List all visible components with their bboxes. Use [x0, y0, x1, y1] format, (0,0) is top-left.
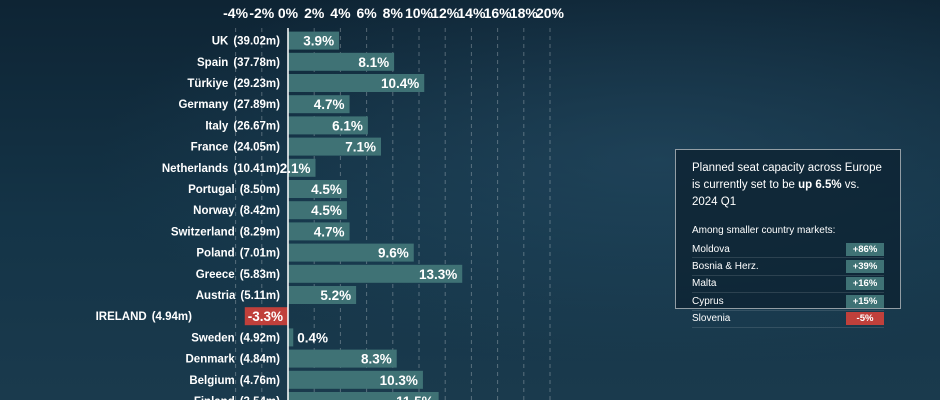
x-tick-label: 18%	[510, 5, 539, 21]
value-label: 0.4%	[297, 330, 328, 345]
small-market-row: Cyprus +15%	[692, 293, 884, 311]
category-label: Belgium (4.76m)	[189, 375, 280, 387]
small-market-row: Slovenia -5%	[692, 311, 884, 328]
x-tick-label: 2%	[304, 5, 325, 21]
category-label: Spain (37.78m)	[197, 57, 280, 69]
bar	[288, 243, 414, 262]
x-tick-label: 6%	[356, 5, 377, 21]
category-label: Austria (5.11m)	[196, 290, 280, 302]
bar	[288, 74, 425, 92]
value-label: 3.9%	[303, 34, 334, 49]
small-market-country: Moldova	[692, 243, 730, 255]
small-market-row: Bosnia & Herz. +39%	[692, 258, 884, 276]
category-label: IRELAND (4.94m)	[96, 311, 193, 323]
small-markets-list: Moldova +86% Bosnia & Herz. +39% Malta +16% Cy…	[692, 241, 884, 328]
bar	[288, 158, 316, 177]
x-tick-label: 12%	[431, 5, 460, 21]
x-tick-label: -2%	[249, 5, 274, 21]
small-market-row: Malta +16%	[692, 276, 884, 294]
value-label: 8.3%	[361, 352, 392, 367]
value-label: 10.4%	[381, 76, 419, 91]
info-headline-prefix: Planned seat capacity across Europe is c…	[692, 162, 882, 191]
category-label: Norway (8.42m)	[193, 205, 280, 217]
x-tick-label: 4%	[330, 5, 351, 21]
value-label: 9.6%	[378, 246, 409, 261]
x-tick-label: 16%	[484, 5, 513, 21]
category-label: Türkiye (29.23m)	[187, 78, 280, 90]
small-market-country: Malta	[692, 278, 717, 290]
value-label: 2.1%	[280, 161, 311, 176]
bar	[288, 31, 340, 50]
bar	[288, 328, 294, 347]
category-label: UK (39.02m)	[212, 36, 280, 48]
value-label: 5.2%	[320, 288, 351, 303]
bar	[288, 201, 347, 220]
small-market-change-badge: +39%	[846, 260, 884, 274]
x-tick-label: -4%	[223, 5, 248, 21]
value-label: 11.5%	[396, 394, 434, 400]
value-label: 4.7%	[314, 97, 345, 112]
category-label: France (24.05m)	[191, 142, 281, 154]
category-label: Poland (7.01m)	[196, 248, 280, 260]
category-label: Portugal (8.50m)	[188, 184, 280, 196]
value-label: 7.1%	[345, 140, 376, 155]
bar	[288, 137, 382, 156]
info-headline-bold: up 6.5%	[798, 179, 842, 191]
small-market-row: Moldova +86%	[692, 241, 884, 259]
value-label: 10.3%	[380, 373, 418, 388]
value-label: 8.1%	[358, 55, 389, 70]
small-market-change-badge: -5%	[846, 312, 884, 326]
category-label: Finland(3.54m)	[194, 396, 280, 400]
small-market-country: Bosnia & Herz.	[692, 261, 759, 273]
bar	[288, 392, 439, 400]
x-tick-label: 20%	[536, 5, 565, 21]
value-label: 6.1%	[332, 118, 363, 133]
value-label: 4.5%	[311, 182, 342, 197]
category-label: Greece (5.83m)	[196, 269, 280, 281]
category-label: Netherlands (10.41m)	[162, 163, 280, 175]
small-market-country: Slovenia	[692, 313, 731, 325]
x-tick-label: 14%	[457, 5, 486, 21]
value-label: 4.5%	[311, 203, 342, 218]
small-market-change-badge: +86%	[846, 242, 884, 256]
info-subheading: Among smaller country markets:	[692, 225, 836, 236]
bar	[288, 286, 357, 304]
bars	[244, 31, 463, 400]
value-label: -3.3%	[248, 309, 283, 324]
bar	[288, 222, 350, 241]
category-labels: UK (39.02m) Spain (37.78m) Türkiye (29.23m) Ge…	[96, 36, 281, 400]
small-market-change-badge: +16%	[846, 277, 884, 291]
bar	[288, 95, 350, 114]
small-market-country: Cyprus	[692, 295, 724, 307]
x-axis-ticks: -4% -2% 0% 2% 4% 6% 8% 10%12%14%16%18%20%	[223, 5, 564, 21]
bar	[288, 116, 368, 135]
small-market-change-badge: +15%	[846, 294, 884, 308]
bar	[288, 180, 347, 198]
bar	[288, 52, 395, 71]
value-labels: 3.9%8.1%10.4%4.7%6.1%7.1%2.1%4.5%4.5%4.7…	[248, 34, 457, 400]
category-label: Sweden (4.92m)	[191, 332, 280, 344]
bar	[288, 349, 397, 368]
info-box: Planned seat capacity across Europe is c…	[675, 149, 901, 328]
value-label: 4.7%	[314, 224, 345, 239]
info-headline-suffix: vs. 2024 Q1	[692, 179, 860, 208]
x-tick-label: 8%	[383, 5, 404, 21]
category-label: Switzerland (8.29m)	[171, 226, 280, 238]
info-headline: Planned seat capacity across Europe is c…	[692, 160, 884, 211]
category-label: Italy (26.67m)	[205, 120, 280, 132]
value-label: 13.3%	[419, 267, 457, 282]
x-tick-label: 0%	[278, 5, 299, 21]
bar	[288, 370, 423, 389]
x-tick-label: 10%	[405, 5, 434, 21]
bar	[288, 264, 463, 283]
category-label: Germany (27.89m)	[178, 99, 280, 111]
category-label: Denmark (4.84m)	[186, 354, 281, 366]
bar	[244, 307, 288, 326]
